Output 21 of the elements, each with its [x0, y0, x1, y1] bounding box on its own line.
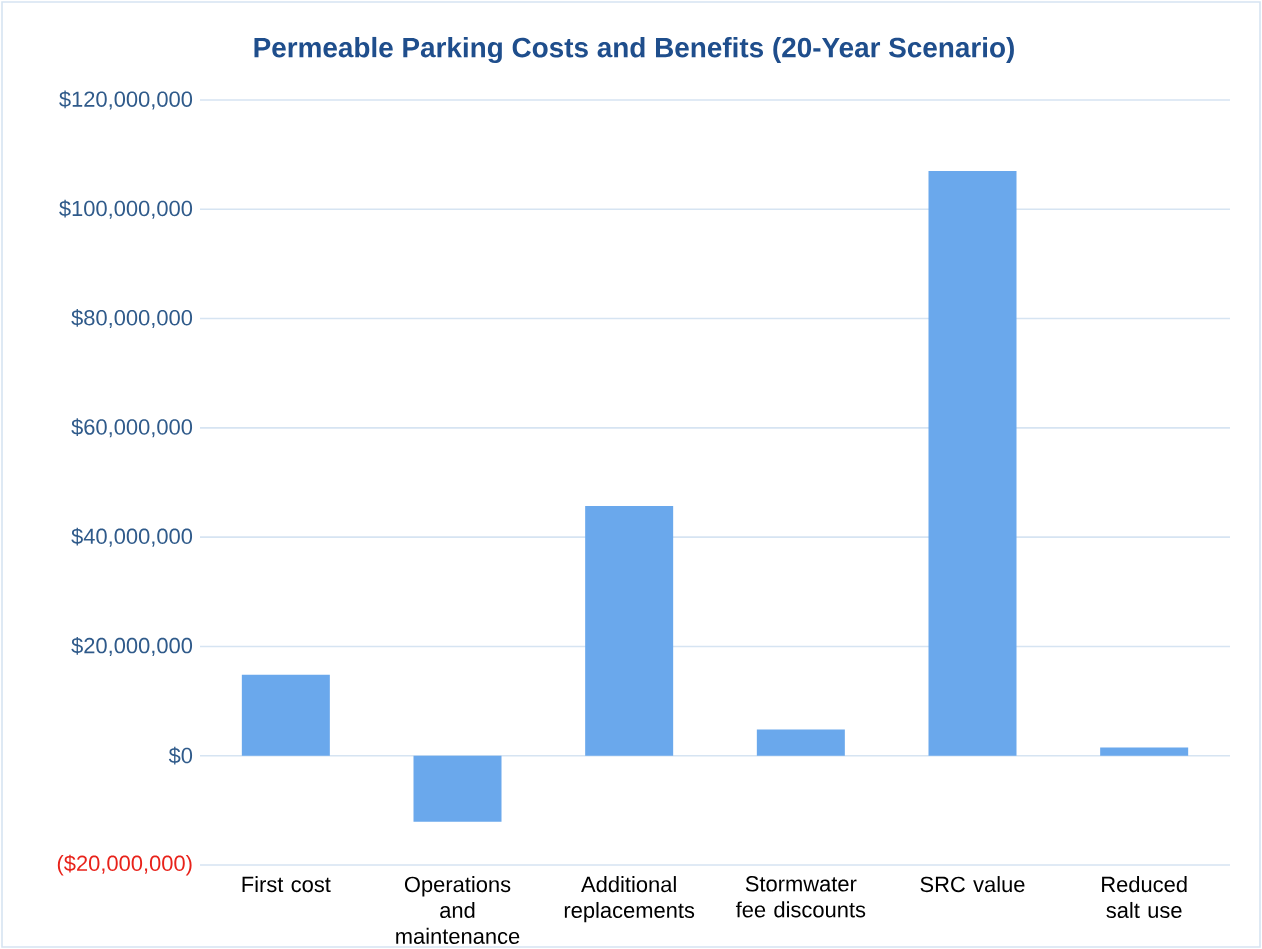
y-tick-label: $0 — [168, 746, 193, 765]
x-tick-label: Reduced salt use — [1102, 876, 1187, 919]
y-tick-label: $100,000,000 — [59, 199, 193, 219]
bar — [241, 674, 330, 756]
x-tick-label: SRC value — [920, 876, 1025, 893]
y-tick-label: $40,000,000 — [71, 527, 193, 547]
y-tick-label: $80,000,000 — [71, 309, 193, 329]
chart-title: Permeable Parking Costs and Benefits (20-Year Scenario) — [254, 36, 1014, 64]
bar — [1100, 747, 1189, 756]
x-tick-label: Additional replacements — [564, 876, 695, 923]
y-tick-label: ($20,000,000) — [57, 854, 192, 876]
bar — [928, 171, 1017, 756]
y-tick-label: $120,000,000 — [59, 90, 193, 110]
y-tick-label: $20,000,000 — [71, 636, 193, 656]
x-tick-label: Operations and maintenance — [396, 876, 520, 944]
bar — [413, 755, 502, 822]
x-tick-label: Stormwater fee discounts — [735, 876, 866, 918]
x-tick-label: First cost — [242, 876, 331, 893]
bar — [756, 729, 845, 756]
bar — [585, 505, 674, 756]
y-tick-label: $60,000,000 — [71, 418, 193, 438]
